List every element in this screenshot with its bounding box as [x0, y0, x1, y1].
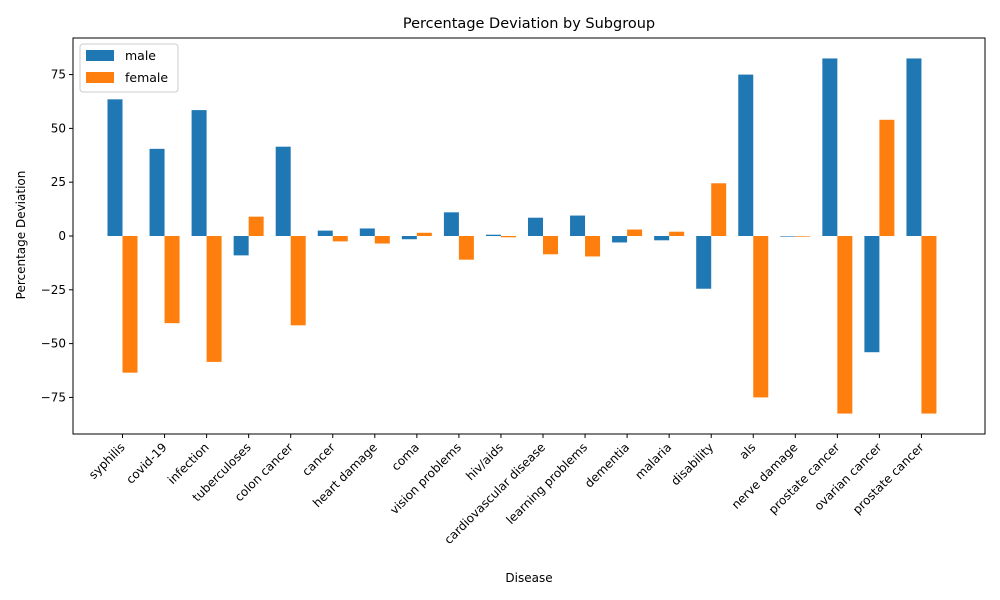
- bar-male-3: [233, 236, 249, 256]
- bar-male-11: [570, 215, 586, 236]
- y-tick-label-6: 75: [51, 68, 66, 82]
- y-tick-label-5: 50: [51, 121, 66, 135]
- bar-male-0: [107, 99, 123, 236]
- bar-male-12: [612, 236, 628, 243]
- x-tick-label-12: dementia: [582, 440, 632, 490]
- x-tick-label-5: cancer: [299, 440, 338, 479]
- y-axis-label: Percentage Deviation: [14, 171, 28, 300]
- bar-female-18: [879, 119, 895, 236]
- x-tick-label-8: vision problems: [387, 440, 464, 517]
- x-tick-label-1: covid-19: [123, 440, 169, 486]
- bar-female-10: [543, 236, 558, 255]
- bar-female-16: [795, 236, 811, 237]
- bar-female-6: [374, 236, 390, 244]
- y-tick-label-4: 25: [51, 175, 66, 189]
- bar-female-14: [711, 183, 727, 236]
- bar-male-16: [780, 236, 796, 237]
- x-tick-label-7: coma: [389, 440, 422, 473]
- y-tick-label-3: 0: [58, 229, 66, 243]
- x-tick-label-11: learning problems: [503, 440, 590, 527]
- bar-female-8: [458, 236, 474, 260]
- x-tick-label-15: als: [736, 440, 758, 462]
- bar-male-9: [485, 234, 501, 236]
- bar-female-4: [290, 236, 306, 326]
- bar-female-0: [122, 236, 138, 373]
- legend-swatch-male: [86, 50, 114, 61]
- x-tick-label-19: prostate cancer: [850, 440, 927, 517]
- x-tick-label-9: hiv/aids: [463, 440, 506, 483]
- bar-female-15: [753, 236, 769, 398]
- bar-female-9: [500, 236, 516, 238]
- legend: male female: [79, 43, 179, 93]
- legend-label-male: male: [125, 48, 156, 63]
- bar-male-2: [191, 110, 207, 236]
- x-tick-label-14: disability: [668, 440, 716, 488]
- bar-male-15: [738, 74, 754, 236]
- bar-male-19: [906, 58, 922, 237]
- bar-male-14: [696, 236, 712, 289]
- chart-title: Percentage Deviation by Subgroup: [403, 16, 655, 32]
- legend-swatch-female: [86, 72, 114, 83]
- plot-area: −75−50−250255075syphiliscovid-19infectio…: [41, 37, 986, 547]
- bar-male-17: [822, 58, 838, 237]
- bar-male-18: [864, 236, 880, 353]
- bar-male-1: [149, 148, 165, 236]
- bar-male-5: [317, 230, 333, 236]
- x-tick-label-0: syphilis: [86, 440, 128, 482]
- bar-female-12: [627, 229, 643, 236]
- bar-female-7: [416, 232, 432, 236]
- bar-male-6: [359, 228, 375, 236]
- legend-label-female: female: [125, 70, 168, 85]
- bar-female-3: [248, 216, 264, 236]
- bar-male-4: [275, 146, 291, 236]
- x-tick-label-13: malaria: [632, 440, 674, 482]
- bar-female-19: [921, 236, 937, 414]
- bar-male-7: [401, 236, 417, 240]
- bar-female-5: [332, 236, 348, 242]
- bar-female-1: [164, 236, 180, 324]
- bar-female-17: [837, 236, 853, 414]
- bar-female-13: [669, 231, 685, 236]
- bar-female-11: [585, 236, 601, 257]
- y-tick-label-1: −50: [41, 337, 66, 351]
- y-tick-label-0: −75: [41, 390, 66, 404]
- y-tick-label-2: −25: [41, 283, 66, 297]
- x-tick-label-17: prostate cancer: [766, 440, 843, 517]
- bar-male-10: [528, 217, 543, 236]
- x-axis-label: Disease: [505, 571, 552, 585]
- bar-male-13: [654, 236, 670, 241]
- bar-female-2: [206, 236, 222, 362]
- bar-male-8: [443, 212, 459, 236]
